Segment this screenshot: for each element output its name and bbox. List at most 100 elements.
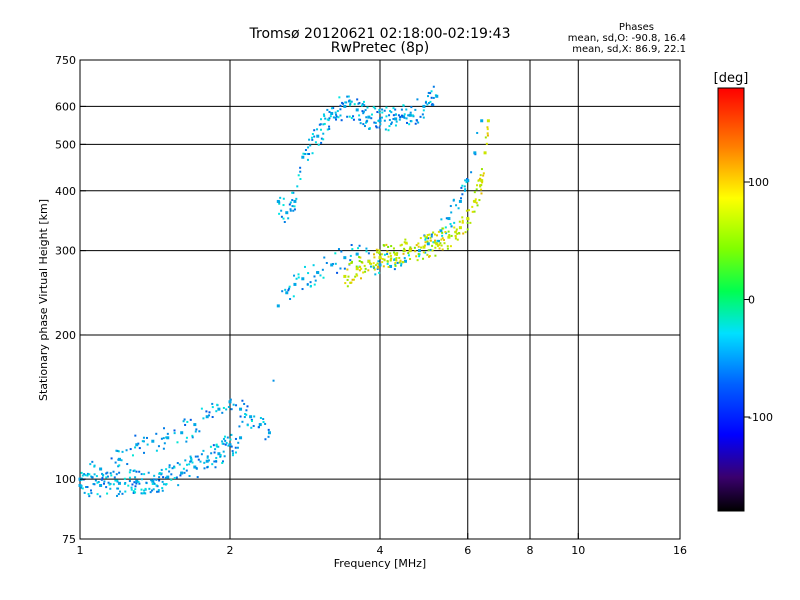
data-point-435 [226, 436, 229, 439]
data-point-705 [409, 111, 412, 114]
data-point-607 [339, 114, 342, 117]
data-point-465 [206, 456, 209, 459]
chart-title: Tromsø 20120621 02:18:00-02:19:43 [249, 26, 511, 42]
data-point-279 [138, 470, 141, 473]
data-point-848 [344, 282, 347, 285]
data-point-901 [444, 231, 447, 234]
data-point-694 [360, 104, 363, 107]
data-point-588 [415, 119, 418, 122]
data-point-518 [299, 178, 302, 181]
data-point-876 [478, 199, 481, 202]
data-point-621 [310, 136, 313, 139]
data-point-7 [163, 427, 166, 430]
data-point-613 [344, 101, 347, 104]
data-point-151 [272, 379, 275, 382]
data-point-912 [450, 234, 453, 237]
data-point-283 [225, 441, 228, 444]
data-point-497 [390, 121, 393, 124]
data-point-842 [389, 252, 392, 255]
data-point-605 [336, 110, 339, 113]
data-point-499 [334, 111, 337, 114]
data-point-232 [249, 415, 253, 419]
data-point-817 [393, 251, 396, 254]
data-point-622 [349, 102, 352, 105]
data-point-822 [479, 184, 482, 187]
data-point-242 [355, 252, 359, 256]
data-point-740 [458, 220, 461, 223]
data-point-79 [142, 436, 145, 439]
data-point-100 [126, 463, 129, 466]
data-point-928 [454, 235, 457, 238]
data-point-206 [323, 256, 326, 259]
data-point-457 [144, 487, 147, 490]
data-point-348 [188, 474, 191, 477]
data-point-565 [306, 152, 309, 155]
data-point-240 [330, 263, 334, 267]
data-point-53 [455, 204, 458, 207]
data-point-507 [411, 114, 414, 117]
data-point-228 [205, 415, 209, 419]
data-point-783 [464, 231, 467, 234]
data-point-908 [370, 262, 373, 265]
data-point-702 [432, 104, 435, 107]
data-point-164 [339, 267, 342, 270]
data-point-43 [89, 463, 92, 466]
data-point-837 [348, 262, 351, 265]
data-point-504 [384, 128, 387, 131]
data-point-195 [365, 250, 368, 253]
data-point-116 [343, 267, 346, 270]
data-point-516 [292, 191, 295, 194]
data-point-329 [214, 448, 217, 451]
data-point-130 [93, 464, 96, 467]
data-point-174 [340, 250, 343, 253]
data-point-653 [401, 114, 404, 117]
data-point-782 [441, 248, 444, 251]
data-point-945 [394, 252, 398, 256]
colorbar-unit: [deg] [714, 71, 749, 86]
data-point-32 [134, 446, 137, 449]
x-tick-label-6: 16 [673, 544, 687, 557]
data-point-489 [392, 114, 395, 117]
data-point-947 [422, 245, 426, 249]
data-point-333 [106, 471, 109, 474]
data-point-670 [398, 118, 401, 121]
data-point-561 [348, 115, 351, 118]
data-point-548 [302, 152, 305, 155]
data-point-376 [238, 425, 241, 428]
data-point-691 [304, 149, 307, 152]
data-point-94 [105, 476, 108, 479]
data-point-560 [374, 107, 377, 110]
data-point-361 [140, 488, 143, 491]
data-point-350 [178, 463, 181, 466]
data-point-202 [221, 411, 224, 414]
data-point-760 [381, 261, 384, 264]
data-point-223 [135, 443, 139, 447]
data-point-917 [429, 239, 432, 242]
data-point-307 [222, 460, 225, 463]
data-point-213 [432, 241, 435, 244]
data-point-265 [100, 478, 103, 481]
data-point-258 [90, 492, 93, 495]
data-point-378 [134, 488, 137, 491]
data-point-123 [430, 233, 433, 236]
data-point-793 [403, 241, 406, 244]
data-point-302 [197, 458, 200, 461]
data-point-120 [461, 193, 464, 196]
data-point-438 [224, 443, 227, 446]
data-point-843 [372, 265, 375, 268]
data-point-538 [328, 117, 331, 120]
data-point-557 [324, 117, 327, 120]
data-point-759 [347, 275, 350, 278]
y-tick-label-2: 200 [55, 329, 76, 342]
data-point-554 [314, 141, 317, 144]
data-point-780 [485, 142, 488, 145]
data-point-870 [446, 247, 449, 250]
data-point-576 [373, 121, 376, 124]
data-point-677 [328, 127, 331, 130]
data-point-563 [361, 103, 364, 106]
data-point-275 [188, 463, 191, 466]
data-point-658 [362, 112, 365, 115]
data-point-145 [264, 422, 267, 425]
data-point-611 [362, 110, 365, 113]
data-point-224 [151, 439, 155, 443]
